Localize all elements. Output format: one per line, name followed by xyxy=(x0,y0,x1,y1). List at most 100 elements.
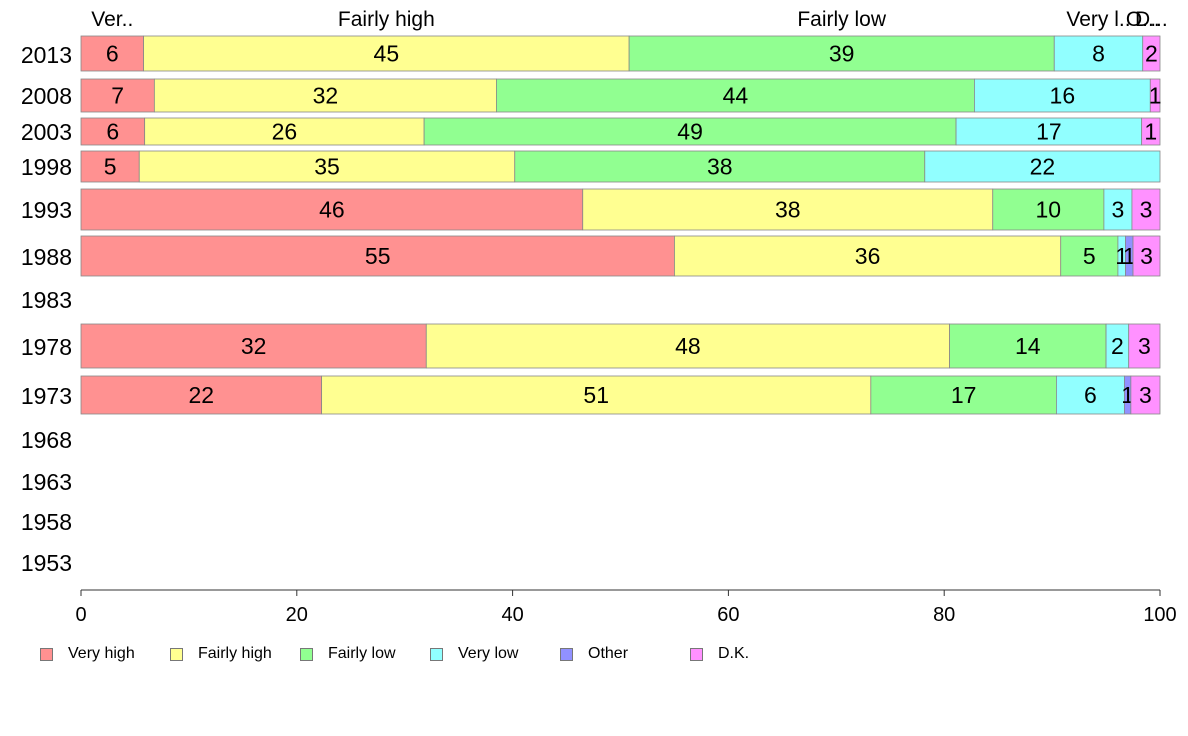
bar-label-1998-very-high: 5 xyxy=(104,154,117,180)
bar-label-1978-very-high: 32 xyxy=(241,333,267,359)
legend-item-fairly-low: Fairly low xyxy=(300,645,396,663)
category-label-1968: 1968 xyxy=(21,427,72,453)
bar-2008-fairly-high xyxy=(153,78,497,113)
bar-2008-d-k xyxy=(1149,78,1161,113)
bar-1993-fairly-high xyxy=(582,188,994,231)
bar-2008-very-low xyxy=(974,78,1151,113)
bar-2013-fairly-high xyxy=(143,35,630,72)
category-label-1983: 1983 xyxy=(21,287,72,313)
bar-1993-d-k xyxy=(1131,188,1161,231)
bar-2013-d-k xyxy=(1142,35,1161,72)
legend-item-other: Other xyxy=(560,645,628,663)
bar-label-2008-very-low: 16 xyxy=(1050,83,1076,109)
category-label-1988: 1988 xyxy=(21,244,72,270)
category-label-2003: 2003 xyxy=(21,119,72,145)
bar-label-1988-very-low: 1 xyxy=(1115,243,1128,269)
bar-label-1978-very-low: 2 xyxy=(1111,333,1124,359)
top-label-very-low: Very l.. xyxy=(1066,8,1130,31)
top-label-other: O... xyxy=(1126,8,1160,31)
bar-1988-fairly-high xyxy=(674,235,1062,277)
bar-2003-very-low xyxy=(955,117,1143,146)
bar-1973-very-low xyxy=(1056,375,1125,415)
legend-swatch-fairly-low xyxy=(300,647,313,661)
bar-1998-fairly-low xyxy=(514,150,926,183)
bar-label-1973-d-k: 3 xyxy=(1139,382,1152,408)
bar-label-1973-fairly-low: 17 xyxy=(951,382,977,408)
legend-item-very-high: Very high xyxy=(40,645,135,663)
bar-1988-fairly-low xyxy=(1060,235,1119,277)
bar-1988-d-k xyxy=(1132,235,1161,277)
top-label-d-k: D... xyxy=(1135,8,1168,31)
legend-label-very-low: Very low xyxy=(458,645,519,662)
legend-swatch-other xyxy=(560,647,573,661)
bar-label-2013-very-low: 8 xyxy=(1092,41,1105,67)
category-label-1953: 1953 xyxy=(21,550,72,576)
legend-label-other: Other xyxy=(588,645,629,662)
bar-label-1998-fairly-low: 38 xyxy=(707,154,733,180)
bar-label-2013-d-k: 2 xyxy=(1145,41,1158,67)
legend-item-fairly-high: Fairly high xyxy=(170,645,272,663)
legend-item-dk: D.K. xyxy=(690,645,749,663)
legend-swatch-fairly-high xyxy=(170,647,183,661)
bar-2003-very-high xyxy=(80,117,146,146)
bar-label-1988-fairly-low: 5 xyxy=(1083,243,1096,269)
bar-label-1988-fairly-high: 36 xyxy=(855,243,881,269)
bar-label-2003-very-low: 17 xyxy=(1036,119,1062,145)
bar-1988-very-high xyxy=(80,235,675,277)
bar-label-2008-fairly-low: 44 xyxy=(723,83,749,109)
top-label-fairly-high: Fairly high xyxy=(338,8,435,31)
bar-label-2003-fairly-low: 49 xyxy=(677,119,703,145)
bar-1993-very-low xyxy=(1103,188,1133,231)
bar-1978-fairly-low xyxy=(949,323,1107,369)
bar-label-1973-fairly-high: 51 xyxy=(583,382,609,408)
legend-label-dk: D.K. xyxy=(718,645,750,662)
bar-label-1993-d-k: 3 xyxy=(1140,197,1153,223)
bar-label-1988-very-high: 55 xyxy=(365,243,391,269)
bar-label-1993-very-high: 46 xyxy=(319,197,345,223)
category-label-1958: 1958 xyxy=(21,509,72,535)
bar-label-1993-fairly-low: 10 xyxy=(1036,197,1062,223)
legend-swatch-very-low xyxy=(430,647,443,661)
bar-label-2013-fairly-low: 39 xyxy=(829,41,855,67)
bar-label-2013-fairly-high: 45 xyxy=(374,41,400,67)
category-label-1993: 1993 xyxy=(21,197,72,223)
bar-label-1973-very-low: 6 xyxy=(1084,382,1097,408)
bar-label-2003-very-high: 6 xyxy=(106,119,119,145)
bar-label-1998-very-low: 22 xyxy=(1030,154,1056,180)
bar-label-1988-d-k: 3 xyxy=(1140,243,1153,269)
bar-1993-very-high xyxy=(80,188,584,231)
category-label-1978: 1978 xyxy=(21,334,72,360)
x-tick-label-100: 100 xyxy=(1143,604,1176,626)
category-label-1973: 1973 xyxy=(21,383,72,409)
bar-label-2013-very-high: 6 xyxy=(106,41,119,67)
legend-swatch-very-high xyxy=(40,647,53,661)
x-tick-label-60: 60 xyxy=(717,604,739,626)
bar-1973-fairly-high xyxy=(321,375,872,415)
category-label-1963: 1963 xyxy=(21,469,72,495)
legend-label-fairly-low: Fairly low xyxy=(328,645,396,662)
bar-1973-fairly-low xyxy=(870,375,1057,415)
x-tick-label-80: 80 xyxy=(933,604,955,626)
bar-1973-d-k xyxy=(1130,375,1161,415)
bar-label-2008-d-k: 1 xyxy=(1149,83,1162,109)
bar-1998-very-low xyxy=(924,150,1161,183)
bar-label-2003-fairly-high: 26 xyxy=(272,119,298,145)
x-tick-label-40: 40 xyxy=(501,604,523,626)
bar-label-2008-very-high: 7 xyxy=(111,83,124,109)
legend-swatch-dk xyxy=(690,647,703,661)
top-label-very-high: Ver.. xyxy=(91,8,133,31)
x-tick-label-0: 0 xyxy=(75,604,86,626)
category-label-1998: 1998 xyxy=(21,154,72,180)
bar-1978-fairly-high xyxy=(425,323,950,369)
legend-item-very-low: Very low xyxy=(430,645,518,663)
bar-1978-d-k xyxy=(1128,323,1161,369)
bar-label-1978-fairly-low: 14 xyxy=(1015,333,1041,359)
bar-2003-fairly-low xyxy=(423,117,957,146)
bar-label-1978-d-k: 3 xyxy=(1138,333,1151,359)
bar-1993-fairly-low xyxy=(992,188,1105,231)
legend-label-very-high: Very high xyxy=(68,645,135,662)
top-label-fairly-low: Fairly low xyxy=(797,8,887,31)
bar-label-1978-fairly-high: 48 xyxy=(675,333,701,359)
bar-1978-very-high xyxy=(80,323,427,369)
